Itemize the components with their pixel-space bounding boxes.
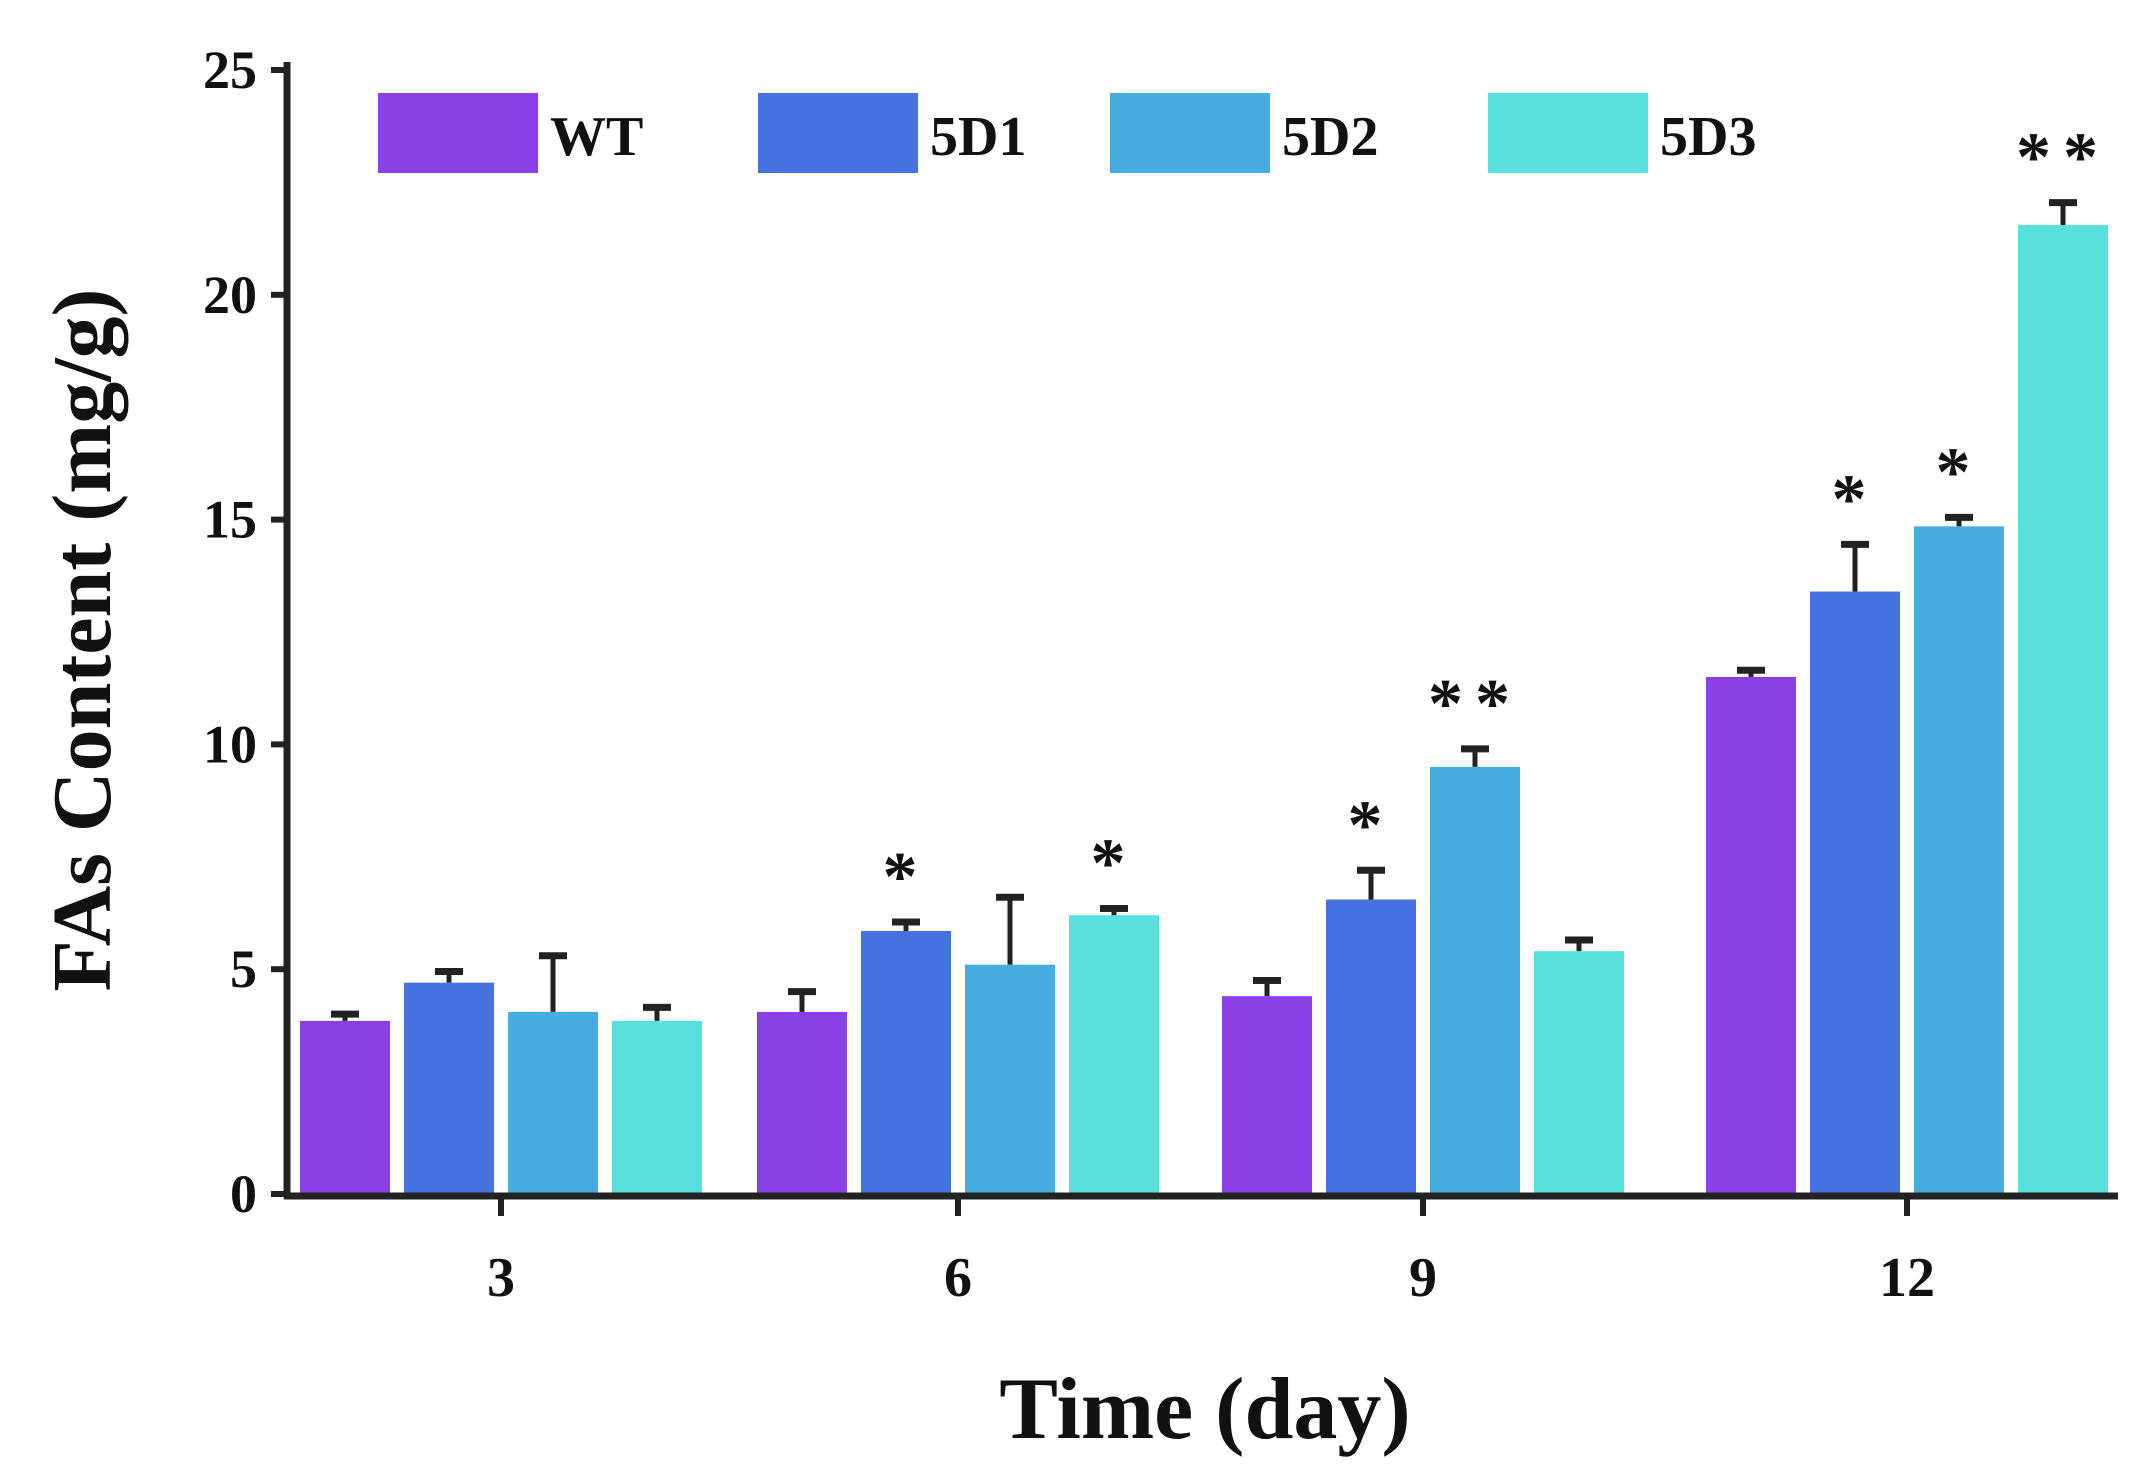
legend-swatch-5d3 xyxy=(1488,93,1648,173)
bar-wt-day9 xyxy=(1222,996,1312,1194)
y-tick-label: 10 xyxy=(203,714,257,774)
y-tick-label: 25 xyxy=(203,40,257,100)
bar-5d3-day12 xyxy=(2018,225,2108,1194)
bar-5d3-day6 xyxy=(1069,915,1159,1194)
ticks-layer: 0 5 10 15 20 25 3 6 9 12 xyxy=(203,40,1935,1309)
axes-layer xyxy=(283,62,2118,1200)
x-axis-label: Time (day) xyxy=(999,1361,1410,1458)
bar-5d1-day12 xyxy=(1810,591,1900,1194)
y-tick-label: 15 xyxy=(203,490,257,550)
significance-marker: * xyxy=(1936,434,1983,511)
legend-label-5d1: 5D1 xyxy=(930,106,1026,168)
bar-5d1-day6 xyxy=(861,930,951,1194)
bar-5d2-day9 xyxy=(1430,766,1520,1194)
bar-5d2-day12 xyxy=(1914,526,2004,1194)
bar-wt-day3 xyxy=(300,1020,390,1194)
significance-marker: * xyxy=(1348,787,1395,864)
legend-label-wt: WT xyxy=(550,106,643,168)
x-tick-label: 12 xyxy=(1879,1247,1935,1309)
significance-marker: ** xyxy=(2016,120,2110,197)
x-tick-label: 6 xyxy=(944,1247,972,1309)
bar-5d1-day3 xyxy=(404,982,494,1194)
x-tick-label: 9 xyxy=(1409,1247,1437,1309)
significance-marker: * xyxy=(1832,461,1879,538)
significance-marker: ** xyxy=(1428,666,1522,743)
x-tick-label: 3 xyxy=(487,1247,515,1309)
legend-swatch-wt xyxy=(378,93,538,173)
bar-5d3-day3 xyxy=(612,1020,702,1194)
bar-5d2-day6 xyxy=(965,964,1055,1194)
bar-wt-day12 xyxy=(1706,676,1796,1194)
legend: WT 5D1 5D2 5D3 xyxy=(378,93,1756,173)
bar-5d1-day9 xyxy=(1326,899,1416,1194)
significance-marker: * xyxy=(883,839,930,916)
legend-swatch-5d2 xyxy=(1110,93,1270,173)
y-tick-label: 0 xyxy=(230,1164,257,1224)
y-tick-label: 20 xyxy=(203,265,257,325)
bar-wt-day6 xyxy=(757,1011,847,1194)
legend-swatch-5d1 xyxy=(758,93,918,173)
legend-label-5d3: 5D3 xyxy=(1660,106,1756,168)
y-axis-label: FAs Content (mg/g) xyxy=(36,288,129,991)
legend-label-5d2: 5D2 xyxy=(1282,106,1378,168)
bar-5d2-day3 xyxy=(508,1011,598,1194)
bars-layer: ********* xyxy=(300,120,2110,1194)
bar-5d3-day9 xyxy=(1534,951,1624,1194)
significance-marker: * xyxy=(1091,826,1138,903)
y-tick-label: 5 xyxy=(230,939,257,999)
